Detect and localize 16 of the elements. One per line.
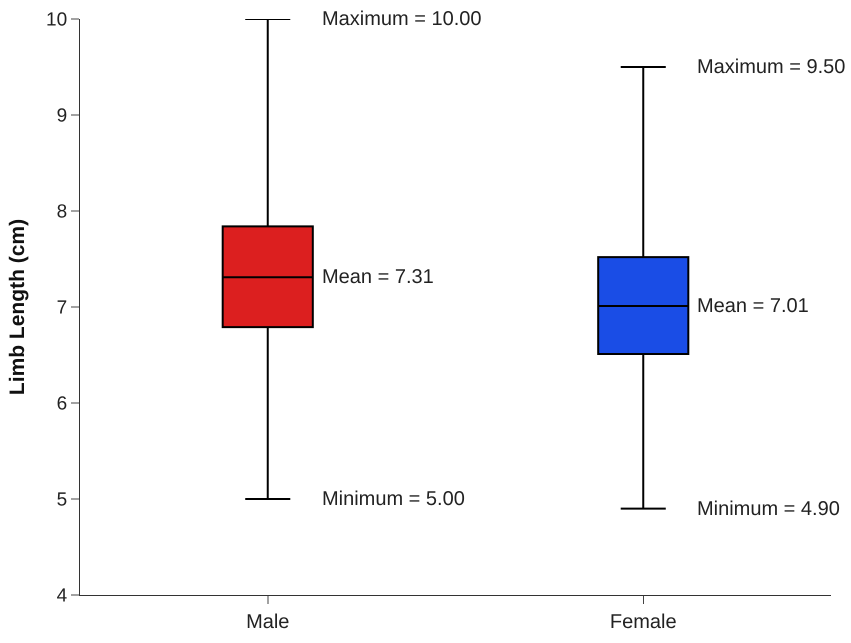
annotation: Maximum = 10.00 [322,8,482,30]
annotation: Minimum = 4.90 [697,498,840,520]
x-tick-label: Male [246,611,290,633]
y-axis-title: Limb Length (cm) [6,218,30,396]
y-tick-label: 9 [56,106,68,127]
annotation: Maximum = 9.50 [697,56,846,78]
y-tick-label: 6 [56,394,68,415]
y-tick-label: 10 [46,10,68,31]
annotation: Mean = 7.01 [697,295,809,317]
y-tick-label: 4 [56,586,68,607]
y-tick-label: 7 [56,298,68,319]
x-tick-label: Female [610,611,677,633]
y-tick-label: 8 [56,202,68,223]
annotation: Mean = 7.31 [322,266,434,288]
y-tick-label: 5 [56,490,68,511]
annotation: Minimum = 5.00 [322,488,465,510]
